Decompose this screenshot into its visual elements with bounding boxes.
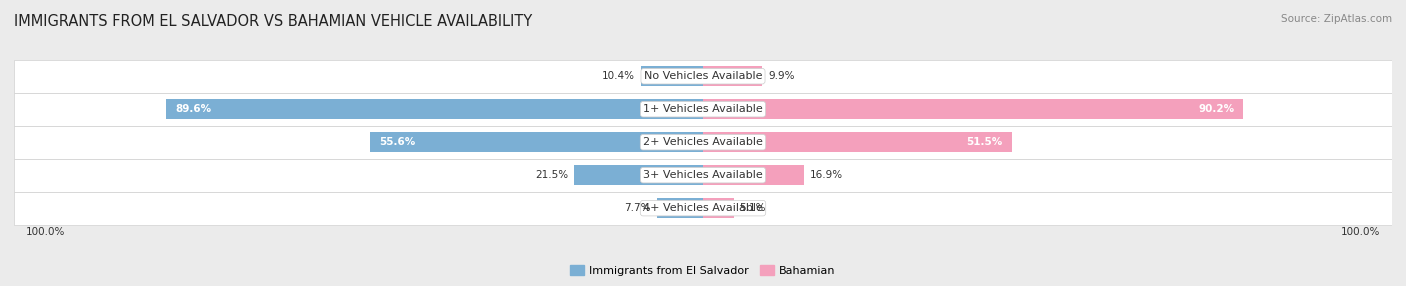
- Bar: [14, 60, 1392, 93]
- Text: 1+ Vehicles Available: 1+ Vehicles Available: [643, 104, 763, 114]
- Text: 100.0%: 100.0%: [1340, 227, 1379, 237]
- Bar: [703, 99, 1243, 120]
- Bar: [574, 165, 703, 185]
- Text: 16.9%: 16.9%: [810, 170, 844, 180]
- Bar: [703, 132, 1011, 152]
- Bar: [657, 198, 703, 218]
- Text: 5.1%: 5.1%: [740, 203, 766, 213]
- Bar: [14, 126, 1392, 159]
- Bar: [166, 99, 703, 120]
- Text: No Vehicles Available: No Vehicles Available: [644, 71, 762, 81]
- Text: IMMIGRANTS FROM EL SALVADOR VS BAHAMIAN VEHICLE AVAILABILITY: IMMIGRANTS FROM EL SALVADOR VS BAHAMIAN …: [14, 14, 533, 29]
- Bar: [703, 198, 734, 218]
- Bar: [703, 165, 804, 185]
- Text: 89.6%: 89.6%: [176, 104, 211, 114]
- Text: 100.0%: 100.0%: [27, 227, 66, 237]
- Text: 3+ Vehicles Available: 3+ Vehicles Available: [643, 170, 763, 180]
- Bar: [370, 132, 703, 152]
- Text: 9.9%: 9.9%: [768, 71, 794, 81]
- Text: 51.5%: 51.5%: [966, 137, 1002, 147]
- Bar: [14, 93, 1392, 126]
- Legend: Immigrants from El Salvador, Bahamian: Immigrants from El Salvador, Bahamian: [567, 261, 839, 280]
- Text: 2+ Vehicles Available: 2+ Vehicles Available: [643, 137, 763, 147]
- Text: 90.2%: 90.2%: [1198, 104, 1234, 114]
- Bar: [14, 192, 1392, 225]
- Bar: [641, 66, 703, 86]
- Text: 55.6%: 55.6%: [378, 137, 415, 147]
- Text: Source: ZipAtlas.com: Source: ZipAtlas.com: [1281, 14, 1392, 24]
- Bar: [14, 159, 1392, 192]
- Text: 10.4%: 10.4%: [602, 71, 634, 81]
- Text: 21.5%: 21.5%: [536, 170, 568, 180]
- Text: 7.7%: 7.7%: [624, 203, 651, 213]
- Bar: [703, 66, 762, 86]
- Text: 4+ Vehicles Available: 4+ Vehicles Available: [643, 203, 763, 213]
